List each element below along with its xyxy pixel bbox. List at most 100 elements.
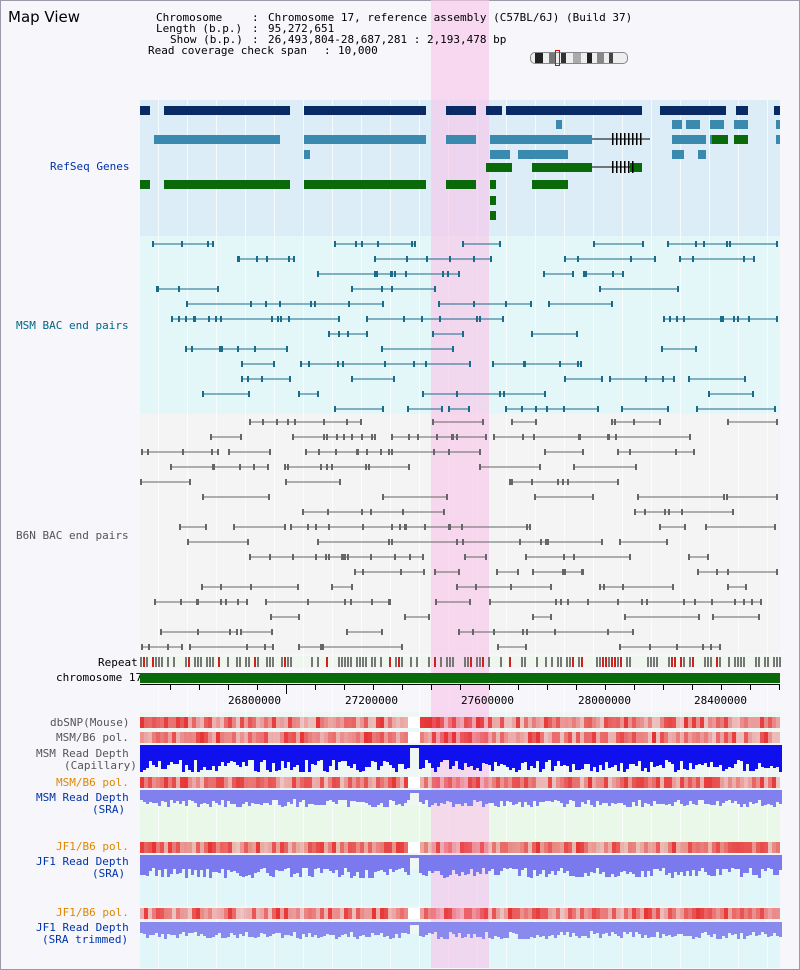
depth-bar bbox=[467, 790, 470, 806]
bac-end-mark bbox=[322, 644, 324, 650]
depth-bar bbox=[191, 790, 194, 801]
heat-cell bbox=[256, 732, 260, 743]
chromosome-bar[interactable] bbox=[140, 673, 780, 683]
msm-b6-pol-sra-label[interactable]: MSM/B6 pol. bbox=[56, 776, 129, 789]
bac-end-mark bbox=[603, 584, 605, 590]
depth-bar bbox=[521, 745, 524, 763]
jf1-trim-depth-label[interactable]: JF1 Read Depth bbox=[36, 921, 129, 934]
heat-cell bbox=[568, 842, 572, 853]
heat-cell bbox=[228, 777, 232, 788]
jf1-trim-depth-plot[interactable] bbox=[140, 922, 782, 940]
heat-cell bbox=[152, 777, 156, 788]
gene-segment bbox=[556, 120, 562, 129]
msm-depth-capillary-label[interactable]: MSM Read Depth bbox=[36, 747, 129, 760]
b6n-bac-track-label[interactable]: B6N BAC end pairs bbox=[16, 529, 129, 542]
chromosome-ideogram[interactable] bbox=[530, 52, 628, 64]
depth-bar bbox=[773, 745, 776, 768]
depth-bar bbox=[662, 922, 665, 934]
jf1-b6-pol-heatmap[interactable] bbox=[140, 842, 780, 853]
heat-cell bbox=[364, 908, 368, 919]
refseq-genes-track[interactable] bbox=[140, 100, 780, 236]
bac-end-mark bbox=[293, 256, 295, 262]
depth-bar bbox=[491, 922, 494, 939]
heat-cell bbox=[556, 777, 560, 788]
depth-bar bbox=[266, 745, 269, 770]
msm-bac-end-pairs-track[interactable] bbox=[140, 236, 780, 414]
heat-cell bbox=[260, 732, 264, 743]
depth-bar bbox=[545, 855, 548, 877]
msm-b6-pol-heatmap[interactable] bbox=[140, 732, 780, 743]
bac-end-mark bbox=[154, 599, 156, 605]
heat-cell bbox=[776, 908, 780, 919]
jf1-depth-label[interactable]: JF1 Read Depth bbox=[36, 855, 129, 868]
heat-cell bbox=[652, 908, 656, 919]
heat-cell bbox=[320, 908, 324, 919]
heat-cell bbox=[732, 717, 736, 728]
depth-bar bbox=[566, 790, 569, 804]
heat-cell bbox=[396, 717, 400, 728]
bac-end-mark bbox=[511, 479, 513, 485]
jf1-b6-pol-trim-label[interactable]: JF1/B6 pol. bbox=[56, 906, 129, 919]
selection-highlight[interactable] bbox=[431, 0, 489, 968]
depth-bar bbox=[629, 922, 632, 932]
heat-cell bbox=[532, 732, 536, 743]
depth-bar bbox=[608, 790, 611, 806]
depth-bar bbox=[479, 855, 482, 874]
heat-cell bbox=[228, 908, 232, 919]
msm-depth-capillary-plot[interactable] bbox=[140, 745, 782, 773]
heat-cell bbox=[332, 842, 336, 853]
heat-cell bbox=[300, 732, 304, 743]
bac-end-mark bbox=[388, 539, 390, 545]
dbsnp-heatmap[interactable] bbox=[140, 717, 780, 728]
msm-depth-sra-label[interactable]: MSM Read Depth bbox=[36, 791, 129, 804]
repeat-element bbox=[206, 657, 208, 667]
depth-bar bbox=[398, 922, 401, 938]
msm-b6-pol-sra-heatmap[interactable] bbox=[140, 777, 780, 788]
gridline bbox=[738, 100, 739, 968]
depth-bar bbox=[719, 855, 722, 875]
heat-cell bbox=[340, 842, 344, 853]
repeat-track-label[interactable]: Repeat bbox=[98, 656, 138, 669]
b6n-bac-end-pairs-track[interactable] bbox=[140, 414, 780, 654]
depth-bar bbox=[257, 922, 260, 937]
heat-cell bbox=[628, 842, 632, 853]
bac-end-mark bbox=[614, 419, 616, 425]
msm-depth-sra-plot[interactable] bbox=[140, 790, 782, 808]
heat-cell bbox=[620, 908, 624, 919]
repeat-element bbox=[773, 657, 775, 667]
depth-bar bbox=[611, 790, 614, 803]
heat-cell bbox=[144, 842, 148, 853]
bac-end-mark bbox=[462, 241, 464, 247]
depth-bar bbox=[239, 922, 242, 934]
jf1-depth-plot[interactable] bbox=[140, 855, 782, 879]
depth-bar bbox=[575, 790, 578, 807]
heat-cell bbox=[544, 732, 548, 743]
depth-bar bbox=[665, 855, 668, 875]
msm-bac-track-label[interactable]: MSM BAC end pairs bbox=[16, 319, 129, 332]
bac-end-mark bbox=[307, 524, 309, 530]
dbsnp-track-label[interactable]: dbSNP(Mouse) bbox=[50, 716, 130, 729]
bac-end-mark bbox=[572, 271, 574, 277]
depth-bar bbox=[518, 922, 521, 939]
heat-cell bbox=[292, 732, 296, 743]
bac-end-mark bbox=[505, 406, 507, 412]
bac-end-mark bbox=[601, 376, 603, 382]
depth-bar bbox=[275, 745, 278, 771]
jf1-b6-pol-trim-heatmap[interactable] bbox=[140, 908, 780, 919]
jf1-b6-pol-label[interactable]: JF1/B6 pol. bbox=[56, 840, 129, 853]
depth-bar bbox=[386, 790, 389, 807]
repeat-track[interactable] bbox=[140, 657, 781, 667]
msm-b6-pol-label[interactable]: MSM/B6 pol. bbox=[56, 731, 129, 744]
bac-end-mark bbox=[239, 464, 241, 470]
heat-cell bbox=[372, 777, 376, 788]
bac-end-mark bbox=[428, 614, 430, 620]
repeat-element bbox=[710, 657, 712, 667]
ideogram-position-marker[interactable] bbox=[555, 50, 560, 66]
heat-cell bbox=[364, 717, 368, 728]
bac-end-mark bbox=[752, 391, 754, 397]
heat-cell bbox=[524, 842, 528, 853]
heat-cell bbox=[196, 908, 200, 919]
heat-cell bbox=[284, 732, 288, 743]
refseq-track-label[interactable]: RefSeq Genes bbox=[50, 160, 130, 173]
depth-bar bbox=[215, 790, 218, 803]
